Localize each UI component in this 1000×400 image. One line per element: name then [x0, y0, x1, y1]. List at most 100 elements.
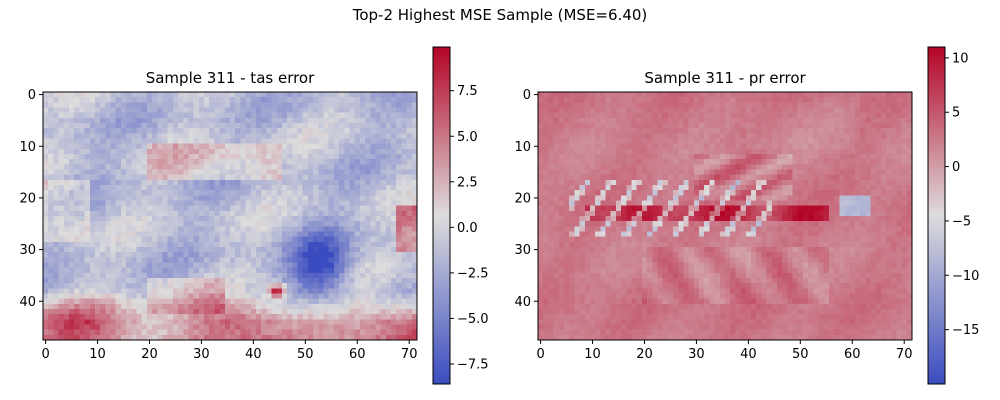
heatmap-cell — [714, 195, 721, 201]
heatmap-cell — [328, 329, 335, 336]
heatmap-cell — [865, 138, 871, 144]
heatmap-cell — [406, 123, 413, 129]
heatmap-cell — [391, 226, 397, 232]
heatmap-cell — [693, 102, 700, 108]
heatmap-cell — [214, 221, 220, 227]
heatmap-cell — [240, 205, 246, 212]
heatmap-cell — [834, 154, 840, 160]
heatmap-cell — [621, 107, 627, 113]
heatmap-cell — [261, 159, 267, 165]
heatmap-cell — [730, 102, 736, 108]
heatmap-cell — [126, 185, 132, 191]
heatmap-cell — [901, 102, 908, 108]
heatmap-cell — [307, 226, 314, 232]
heatmap-cell — [240, 164, 246, 170]
heatmap-cell — [401, 112, 407, 119]
heatmap-cell — [391, 107, 397, 113]
heatmap-cell — [886, 112, 892, 119]
heatmap-cell — [162, 236, 168, 243]
heatmap-cell — [74, 128, 80, 134]
heatmap-cell — [735, 185, 741, 191]
heatmap-cell — [683, 128, 689, 134]
heatmap-cell — [302, 262, 309, 268]
heatmap-cell — [615, 102, 622, 108]
heatmap-cell — [865, 164, 871, 170]
heatmap-cell — [401, 179, 407, 186]
heatmap-cell — [94, 133, 101, 139]
heatmap-cell — [370, 97, 376, 103]
heatmap-cell — [354, 298, 361, 305]
heatmap-cell — [43, 314, 49, 320]
heatmap-cell — [380, 200, 387, 206]
heatmap-cell — [100, 123, 106, 129]
heatmap-cell — [261, 148, 267, 155]
heatmap-cell — [323, 128, 329, 134]
heatmap-cell — [110, 169, 117, 175]
heatmap-cell — [271, 138, 278, 144]
heatmap-cell — [359, 138, 366, 144]
heatmap-cell — [297, 272, 304, 279]
heatmap-cell — [266, 190, 272, 196]
heatmap-cell — [261, 138, 267, 144]
heatmap-cell — [776, 148, 783, 155]
heatmap-cell — [53, 159, 59, 165]
heatmap-cell — [152, 179, 158, 186]
heatmap-cell — [152, 133, 158, 139]
heatmap-cell — [94, 241, 101, 248]
heatmap-cell — [235, 112, 241, 119]
heatmap-cell — [157, 200, 163, 206]
heatmap-cell — [89, 102, 96, 108]
heatmap-cell — [204, 252, 210, 258]
heatmap-cell — [328, 133, 335, 139]
heatmap-cell — [141, 112, 148, 119]
heatmap-cell — [391, 159, 397, 165]
heatmap-cell — [167, 205, 174, 212]
heatmap-cell — [271, 112, 278, 119]
heatmap-cell — [745, 92, 752, 98]
heatmap-cell — [43, 102, 49, 108]
heatmap-cell — [157, 169, 163, 175]
heatmap-cell — [553, 185, 560, 191]
heatmap-cell — [349, 329, 355, 336]
heatmap-cell — [94, 252, 101, 258]
heatmap-cell — [172, 179, 179, 186]
heatmap-cell — [380, 278, 387, 284]
heatmap-cell — [162, 190, 168, 196]
heatmap-cell — [782, 169, 788, 175]
heatmap-cell — [401, 309, 407, 315]
heatmap-cell — [48, 148, 54, 155]
heatmap-cell — [849, 159, 856, 165]
heatmap-cell — [730, 185, 736, 191]
heatmap-cell — [94, 174, 101, 181]
heatmap-cell — [849, 185, 856, 191]
heatmap-cell — [193, 334, 200, 341]
heatmap-cell — [281, 309, 288, 315]
heatmap-cell — [58, 190, 65, 196]
heatmap-cell — [43, 195, 49, 201]
heatmap-cell — [396, 262, 402, 268]
x-tick-label: 30 — [193, 347, 210, 362]
heatmap-cell — [271, 319, 278, 325]
heatmap-cell — [657, 133, 663, 139]
heatmap-cell — [167, 148, 174, 155]
heatmap-cell — [126, 334, 132, 341]
heatmap-cell — [652, 154, 658, 160]
heatmap-cell — [610, 117, 617, 124]
heatmap-cell — [198, 154, 205, 160]
heatmap-cell — [245, 143, 252, 150]
heatmap-cell — [307, 298, 314, 305]
heatmap-cell — [58, 247, 65, 253]
heatmap-cell — [100, 267, 106, 274]
heatmap-cell — [318, 221, 324, 227]
heatmap-cell — [854, 133, 861, 139]
heatmap-cell — [875, 179, 882, 186]
heatmap-cell — [193, 128, 200, 134]
heatmap-cell — [287, 190, 293, 196]
heatmap-cell — [584, 185, 591, 191]
heatmap-cell — [673, 102, 679, 108]
heatmap-cell — [854, 102, 861, 108]
heatmap-cell — [411, 324, 418, 330]
heatmap-cell — [183, 324, 189, 330]
heatmap-cell — [375, 164, 381, 170]
heatmap-cell — [43, 138, 49, 144]
